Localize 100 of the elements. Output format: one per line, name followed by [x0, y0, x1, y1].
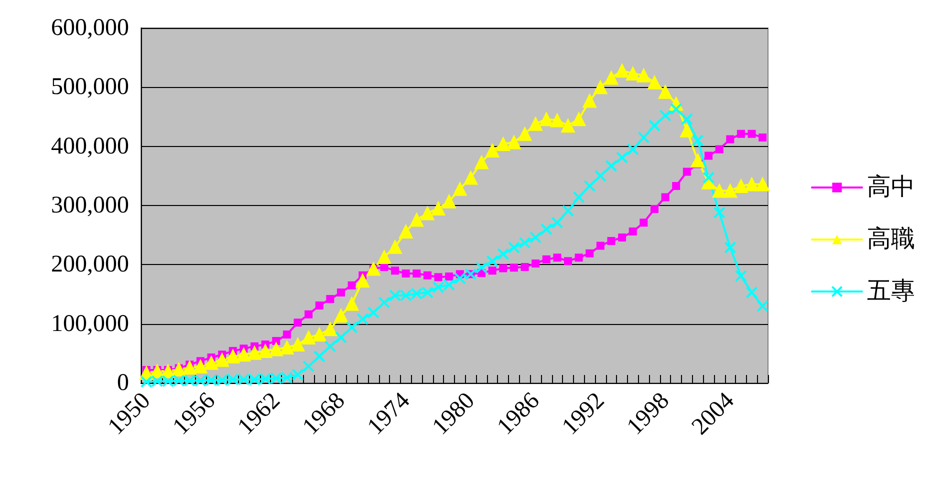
point	[238, 373, 250, 386]
legend-label: 五專	[867, 278, 915, 304]
point	[423, 271, 432, 280]
point	[236, 348, 251, 362]
point	[724, 242, 736, 254]
point	[628, 228, 637, 236]
y-tick-label: 200,000	[51, 252, 129, 278]
point	[723, 184, 738, 198]
point	[323, 322, 338, 336]
point	[194, 374, 206, 387]
point	[746, 286, 758, 298]
point	[497, 248, 510, 260]
point	[172, 362, 186, 376]
point	[510, 264, 518, 272]
point	[304, 310, 313, 318]
point	[378, 296, 390, 309]
point	[574, 254, 583, 262]
point	[454, 272, 466, 284]
point	[270, 372, 282, 384]
y-tick-label: 400,000	[51, 133, 129, 160]
y-tick-label: 100,000	[51, 310, 129, 337]
point	[434, 273, 442, 282]
point	[431, 201, 446, 216]
point	[280, 340, 294, 354]
point	[528, 116, 543, 131]
point	[680, 123, 694, 138]
point	[348, 281, 356, 290]
point	[661, 193, 670, 202]
point	[410, 212, 424, 227]
point	[682, 168, 691, 176]
point	[551, 216, 564, 229]
point	[485, 143, 500, 158]
point	[259, 372, 272, 385]
point	[692, 134, 704, 146]
point	[506, 135, 521, 150]
point	[561, 118, 576, 133]
point	[499, 264, 508, 272]
point	[193, 359, 208, 374]
point	[182, 360, 197, 375]
point	[184, 374, 196, 387]
point	[412, 270, 421, 278]
point	[672, 182, 680, 190]
point	[388, 240, 402, 254]
point	[520, 263, 529, 272]
point	[294, 318, 302, 327]
point	[442, 194, 456, 208]
point	[736, 130, 745, 138]
point	[636, 68, 651, 82]
point	[734, 270, 747, 282]
point	[496, 136, 510, 151]
point	[226, 349, 240, 364]
point	[302, 330, 316, 344]
point	[626, 143, 639, 156]
point	[282, 330, 291, 338]
point	[758, 133, 767, 142]
point	[315, 301, 324, 310]
point	[564, 257, 572, 266]
point	[650, 205, 658, 214]
point	[366, 262, 380, 276]
point	[346, 321, 358, 334]
point	[618, 233, 626, 242]
point	[324, 340, 336, 352]
point	[356, 313, 369, 326]
point	[713, 206, 726, 219]
y-tick-label: 0	[117, 370, 129, 396]
point	[216, 374, 228, 386]
point	[594, 170, 606, 182]
point	[334, 308, 348, 323]
point	[474, 155, 489, 170]
y-tick-label: 300,000	[51, 192, 129, 218]
point	[248, 373, 261, 386]
point	[367, 306, 380, 319]
point	[518, 126, 532, 141]
point	[421, 286, 434, 298]
point	[604, 70, 618, 85]
point	[258, 344, 272, 358]
point	[744, 177, 759, 192]
point	[400, 289, 412, 302]
point	[756, 300, 769, 312]
point	[334, 331, 347, 344]
point	[389, 289, 402, 302]
point	[607, 237, 616, 245]
point	[690, 154, 705, 168]
point	[172, 374, 185, 387]
point	[290, 338, 305, 352]
point	[553, 254, 562, 262]
legend-label: 高中	[867, 174, 915, 200]
point	[410, 288, 423, 300]
point	[443, 278, 456, 291]
point	[540, 223, 552, 236]
point	[605, 160, 618, 172]
point	[712, 184, 726, 198]
point	[756, 177, 770, 192]
point	[748, 130, 756, 138]
point	[593, 80, 608, 94]
point	[658, 84, 672, 99]
point	[452, 182, 467, 196]
point	[486, 255, 498, 268]
point	[734, 178, 748, 193]
point	[539, 112, 554, 126]
